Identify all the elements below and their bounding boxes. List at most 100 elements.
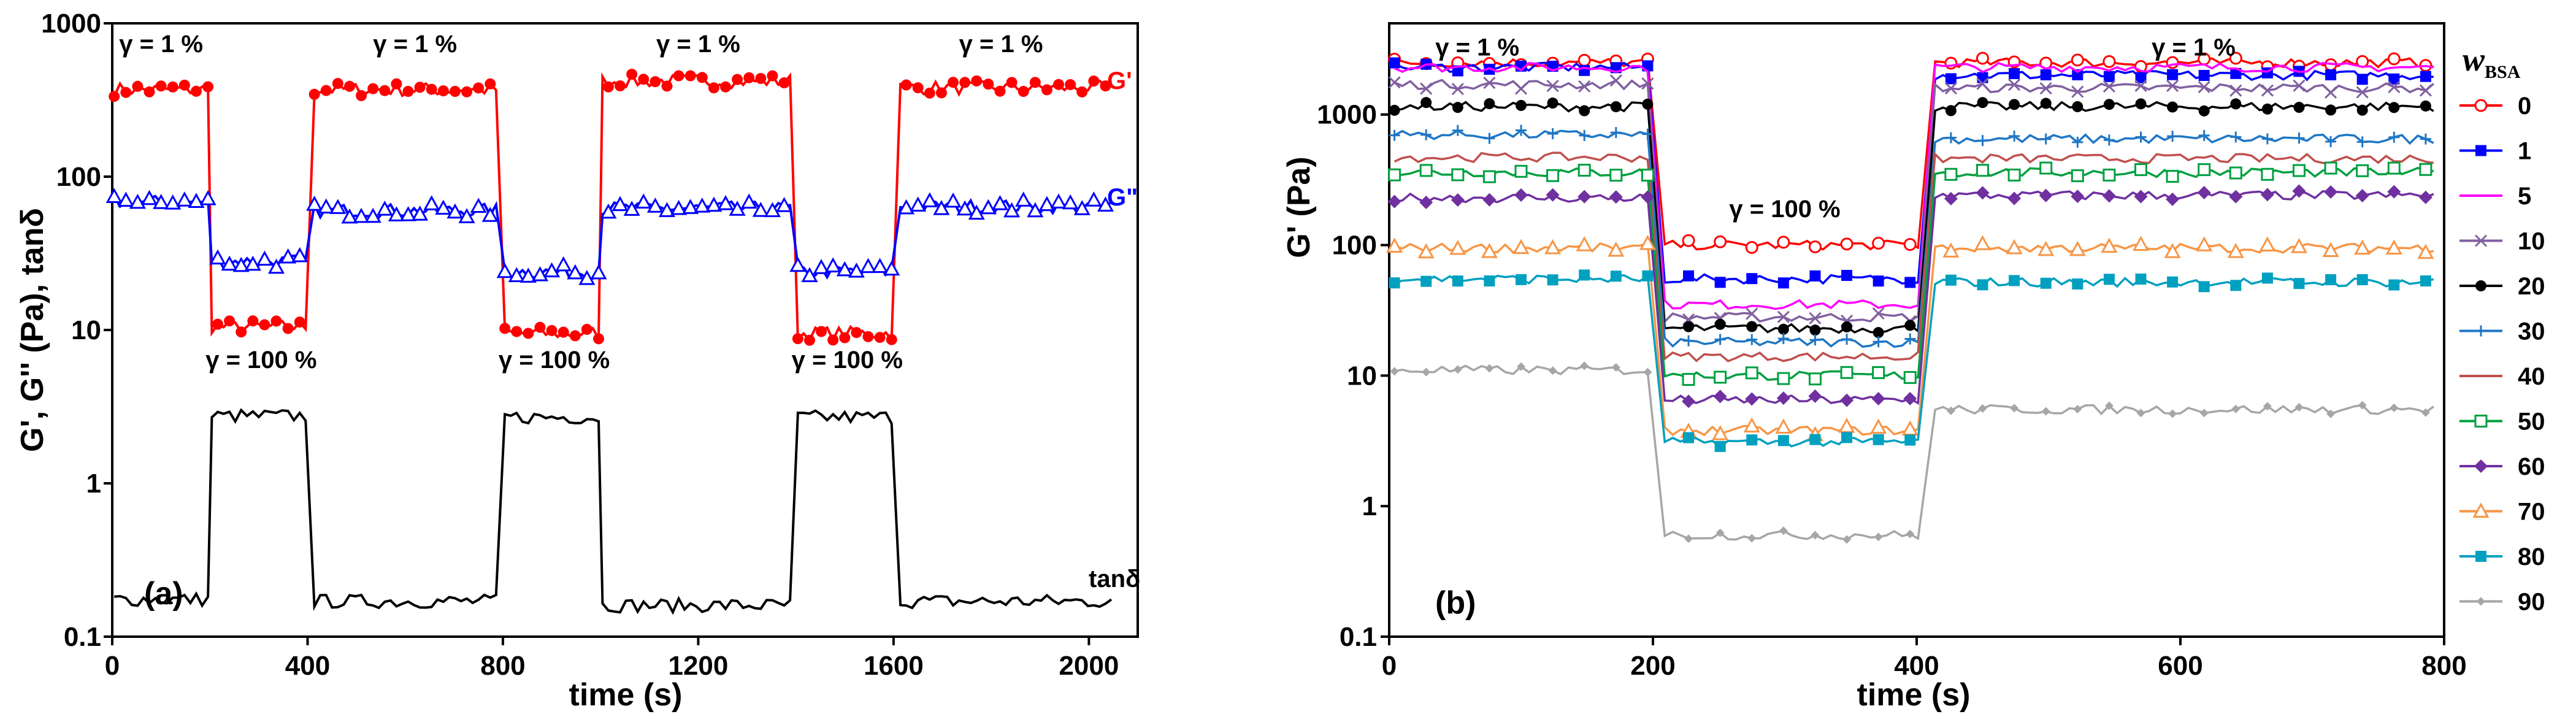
data-point bbox=[898, 199, 915, 215]
data-point bbox=[740, 193, 757, 209]
data-point bbox=[776, 197, 793, 212]
data-point bbox=[1517, 362, 1525, 371]
data-point bbox=[2261, 84, 2274, 97]
data-point bbox=[1642, 98, 1654, 110]
data-point bbox=[2475, 280, 2486, 291]
data-point bbox=[921, 192, 938, 207]
legend-title: wBSA bbox=[2463, 41, 2521, 82]
panel-a-series bbox=[105, 69, 1114, 615]
panel-b-series bbox=[1386, 52, 2434, 544]
legend-label: 1 bbox=[2518, 138, 2531, 165]
data-point bbox=[2355, 188, 2369, 202]
data-point bbox=[2071, 169, 2084, 183]
data-point bbox=[1873, 275, 1884, 287]
series-wbsa-90 bbox=[1390, 361, 2434, 544]
data-point bbox=[2293, 164, 2306, 177]
data-point bbox=[2324, 185, 2338, 199]
data-point bbox=[1945, 73, 1957, 85]
data-point bbox=[2197, 185, 2211, 199]
data-point bbox=[1548, 366, 1557, 375]
data-point bbox=[1904, 320, 1916, 331]
data-point bbox=[824, 257, 841, 273]
series-line bbox=[1393, 152, 2434, 362]
panel-a-chart: 0 400 800 1200 1600 2000 0.1 1 10 100 1000 γ = 1 %… bbox=[15, 9, 1140, 713]
data-point bbox=[1420, 275, 1432, 287]
data-point bbox=[2474, 459, 2488, 473]
data-point bbox=[684, 70, 696, 82]
data-point bbox=[646, 198, 664, 213]
data-point bbox=[1577, 163, 1591, 177]
data-point bbox=[2104, 401, 2114, 410]
data-point bbox=[176, 191, 193, 207]
data-point bbox=[364, 207, 381, 223]
data-point bbox=[1977, 97, 1988, 109]
data-point bbox=[402, 85, 414, 97]
data-point bbox=[2229, 52, 2242, 65]
data-point bbox=[129, 193, 146, 209]
data-point bbox=[2009, 275, 2020, 286]
strain-annotation: γ = 100 % bbox=[1729, 196, 1840, 223]
data-point bbox=[1546, 169, 1560, 182]
data-point bbox=[1873, 327, 1884, 339]
data-point bbox=[2007, 191, 2022, 205]
data-point bbox=[1610, 101, 1622, 112]
data-point bbox=[2322, 242, 2339, 258]
data-point bbox=[435, 199, 452, 215]
data-point bbox=[2419, 163, 2432, 176]
data-point bbox=[2071, 190, 2085, 204]
data-point bbox=[2229, 190, 2243, 204]
data-point bbox=[2134, 163, 2147, 177]
data-point bbox=[1682, 394, 1696, 409]
series-line bbox=[1394, 101, 2434, 334]
data-point bbox=[1874, 532, 1883, 542]
data-point bbox=[2102, 189, 2116, 203]
data-point bbox=[1903, 391, 1917, 405]
data-point bbox=[1777, 277, 1789, 289]
y-tick-label: 10 bbox=[71, 315, 101, 345]
data-point bbox=[2072, 278, 2083, 290]
x-tick-label: 800 bbox=[480, 651, 525, 681]
x-tick-label: 600 bbox=[2158, 651, 2202, 681]
data-point bbox=[1041, 84, 1052, 96]
data-point bbox=[778, 77, 790, 89]
data-point bbox=[956, 200, 973, 216]
data-point bbox=[1978, 404, 1987, 413]
legend-label: 20 bbox=[2518, 273, 2545, 300]
data-point bbox=[2293, 278, 2305, 290]
data-point bbox=[935, 87, 947, 99]
data-point bbox=[1944, 56, 1958, 70]
data-point bbox=[2198, 69, 2210, 81]
data-point bbox=[626, 69, 638, 80]
data-point bbox=[1840, 237, 1853, 251]
data-point bbox=[743, 72, 755, 83]
data-point bbox=[851, 327, 862, 339]
data-point bbox=[1903, 238, 1917, 251]
data-point bbox=[872, 258, 889, 274]
data-point bbox=[232, 256, 250, 272]
data-point bbox=[1904, 434, 1916, 446]
data-point bbox=[1872, 307, 1885, 320]
data-point bbox=[2475, 551, 2486, 562]
panel-a-series-label-g-prime: G' bbox=[1107, 67, 1132, 94]
data-point bbox=[1809, 312, 1822, 324]
data-point bbox=[2227, 243, 2244, 258]
data-point bbox=[1546, 188, 1560, 202]
data-point bbox=[959, 77, 971, 88]
legend-item-40: 40 bbox=[2459, 363, 2545, 390]
data-point bbox=[2198, 163, 2211, 177]
data-point bbox=[859, 258, 877, 274]
data-point bbox=[190, 85, 202, 97]
data-point bbox=[1977, 279, 1988, 291]
data-point bbox=[658, 202, 676, 217]
data-point bbox=[1389, 57, 1400, 69]
data-point bbox=[367, 83, 379, 94]
data-point bbox=[1746, 434, 1758, 446]
data-point bbox=[1029, 77, 1041, 88]
data-point bbox=[1609, 169, 1623, 182]
data-point bbox=[341, 208, 358, 224]
data-point bbox=[412, 205, 429, 221]
data-point bbox=[270, 315, 282, 327]
data-point bbox=[2358, 401, 2367, 410]
data-point bbox=[2387, 52, 2401, 66]
